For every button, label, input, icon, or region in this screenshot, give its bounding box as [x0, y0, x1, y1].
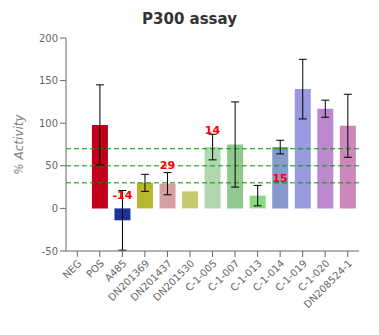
svg-text:0: 0 — [52, 203, 58, 214]
svg-text:50: 50 — [45, 160, 58, 171]
svg-text:C-1-014: C-1-014 — [250, 257, 287, 294]
svg-text:C-1-005: C-1-005 — [183, 257, 219, 294]
svg-text:DN201530: DN201530 — [150, 257, 197, 304]
svg-text:100: 100 — [39, 118, 58, 129]
svg-text:DN201437: DN201437 — [128, 257, 174, 304]
svg-text:% Activity: % Activity — [12, 113, 26, 174]
svg-text:C-1-013: C-1-013 — [228, 257, 264, 294]
svg-text:C-1-007: C-1-007 — [205, 257, 242, 294]
svg-text:NEG: NEG — [61, 258, 84, 281]
svg-text:POS: POS — [84, 257, 107, 280]
svg-text:C-1-019: C-1-019 — [273, 257, 310, 294]
svg-text:200: 200 — [39, 33, 58, 44]
svg-text:DN208524-1: DN208524-1 — [302, 258, 355, 311]
svg-text:-14: -14 — [112, 189, 132, 202]
svg-text:15: 15 — [272, 172, 287, 185]
svg-text:DN201369: DN201369 — [105, 257, 152, 304]
svg-text:A485: A485 — [102, 257, 129, 284]
svg-text:-50: -50 — [42, 246, 58, 257]
svg-text:14: 14 — [205, 124, 221, 137]
svg-text:150: 150 — [39, 75, 58, 86]
svg-text:29: 29 — [160, 159, 175, 172]
html-text:P300 assay: P300 assay — [142, 10, 237, 28]
svg-text:C-1-020: C-1-020 — [295, 257, 332, 294]
